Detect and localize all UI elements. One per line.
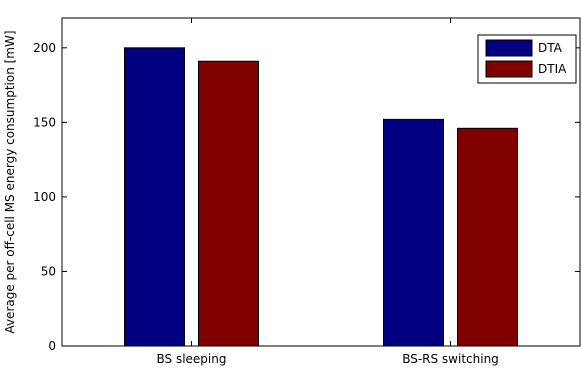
legend-label-dtia: DTIA <box>538 62 567 76</box>
legend-items: DTA DTIA <box>485 39 567 78</box>
y-tick-label: 150 <box>33 115 56 129</box>
y-tick-label: 100 <box>33 190 56 204</box>
x-tick-label: BS sleeping <box>157 352 227 366</box>
y-tick-label: 0 <box>48 339 56 353</box>
legend-swatch-dta <box>485 39 533 57</box>
legend-swatch-dtia <box>485 60 533 78</box>
y-tick-label: 200 <box>33 41 56 55</box>
bar-dta-0 <box>124 47 185 347</box>
bar-dta-1 <box>383 118 444 347</box>
x-axis-ticks: BS sleeping BS-RS switching <box>157 18 499 366</box>
x-tick-label: BS-RS switching <box>402 352 499 366</box>
y-tick-label: 50 <box>41 264 56 278</box>
y-axis-ticks: 0 50 100 150 200 <box>33 41 580 353</box>
legend: DTA DTIA <box>477 34 577 84</box>
bar-dtia-1 <box>457 127 518 347</box>
y-axis-label: Average per off-cell MS energy consumpti… <box>3 30 17 333</box>
bars-group <box>124 47 518 347</box>
legend-label-dta: DTA <box>538 41 563 55</box>
bar-dtia-0 <box>198 60 259 347</box>
